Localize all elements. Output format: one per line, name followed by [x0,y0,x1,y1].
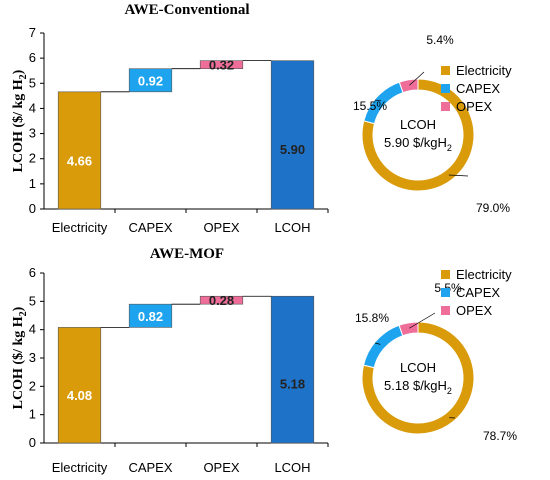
data-label: 4.66 [67,154,92,169]
slice-opex [398,78,419,94]
center-value: 5.90 $/kgH2 [384,135,452,153]
data-label: 0.82 [138,309,163,324]
waterfall-chart: AWE-MOF LCOH ($/ kg H2) 0 1 2 3 4 5 6 Electricity… [11,246,329,475]
x-tick-label: OPEX [203,460,239,475]
legend-swatch [441,66,450,75]
slice-opex [398,321,419,337]
data-label: 5.18 [280,377,305,392]
legend-label: Electricity [456,267,512,282]
legend-label: CAPEX [456,81,500,96]
bar-opex [199,60,244,70]
x-tick-label: LCOH [274,220,310,235]
bar-electricity [57,91,102,210]
legend-swatch [441,306,450,315]
y-tick-label: 1 [29,407,36,422]
leader-line [448,174,469,177]
y-tick-label: 2 [29,151,36,166]
legend-label: Electricity [456,63,512,78]
y-tick-label: 4 [29,100,36,115]
data-label: 0.28 [209,293,234,308]
x-tick-label: CAPEX [128,460,172,475]
leader-line [409,312,436,329]
y-axis-label: LCOH ($/ kg H2) [11,69,29,172]
slice-electricity [361,78,475,192]
bar-lcoh [270,295,315,444]
leader-line [374,342,381,345]
legend-swatch [441,270,450,279]
y-tick-label: 0 [29,201,36,216]
y-tick-label: 3 [29,126,36,141]
y-tick-label: 4 [29,322,36,337]
x-tick-label: Electricity [52,460,108,475]
bar-electricity [57,327,102,444]
legend-label: OPEX [456,99,492,114]
donut-chart: LCOH 5.90 $/kgH2 79.0% 15.5% 5.4% Electricity… [353,33,512,215]
legend-swatch [441,84,450,93]
y-tick-label: 6 [29,50,36,65]
y-tick-label: 5 [29,75,36,90]
bar-capex [128,303,173,328]
data-label: 0.92 [138,73,163,88]
slice-electricity [361,321,475,435]
y-tick-label: 3 [29,350,36,365]
percent-label: 5.4% [426,33,454,47]
y-tick-label: 0 [29,435,36,450]
y-tick-label: 6 [29,265,36,280]
legend-label: OPEX [456,303,492,318]
bar-opex [199,295,244,305]
legend-swatch [441,102,450,111]
percent-label: 15.8% [355,311,389,325]
x-tick-label: Electricity [52,220,108,235]
waterfall-chart: AWE-Conventional LCOH ($/ kg H2) 0 1 2 3 4 5 6 7 E… [11,2,329,235]
slice-capex [362,324,404,369]
y-tick-label: 7 [29,25,36,40]
percent-label: 79.0% [476,201,510,215]
bar-capex [128,68,173,93]
data-label: 4.08 [67,388,92,403]
x-tick-label: LCOH [274,460,310,475]
x-tick-label: CAPEX [128,220,172,235]
data-label: 5.90 [280,142,305,157]
center-title: LCOH [400,360,436,375]
leader-line [409,71,425,86]
legend-label: CAPEX [456,285,500,300]
y-axis-label: LCOH ($/ kg H2) [11,306,29,409]
y-tick-label: 5 [29,293,36,308]
center-title: LCOH [400,117,436,132]
data-label: 0.32 [209,58,234,73]
bar-lcoh [270,60,315,210]
y-tick-label: 2 [29,378,36,393]
x-tick-label: OPEX [203,220,239,235]
center-value: 5.18 $/kgH2 [384,378,452,396]
chart-title: AWE-MOF [150,246,224,262]
chart-title: AWE-Conventional [124,2,249,18]
legend-swatch [441,288,450,297]
leader-line [374,99,381,102]
percent-label: 15.5% [353,99,387,113]
percent-label: 78.7% [483,429,517,443]
y-tick-label: 1 [29,176,36,191]
